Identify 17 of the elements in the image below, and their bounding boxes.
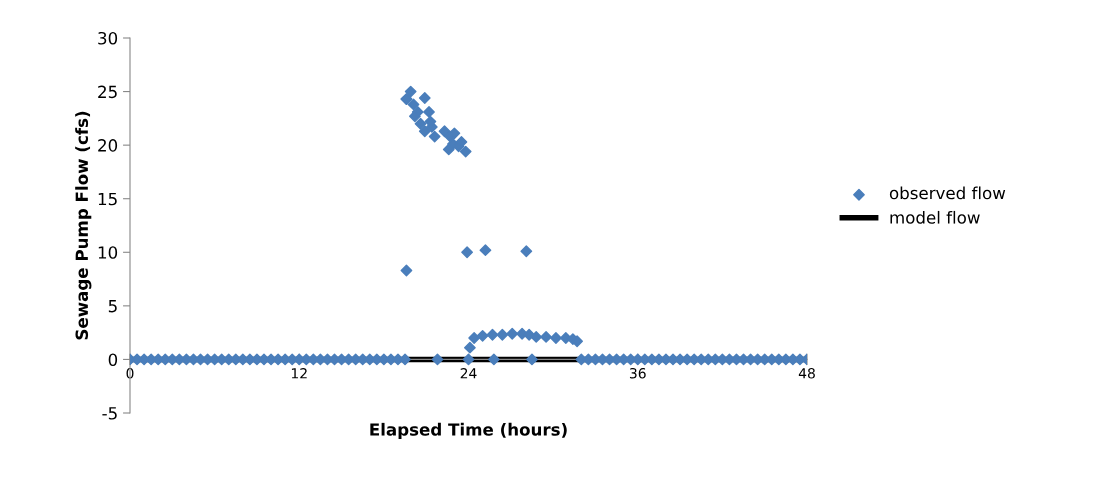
y-tick-label: 5 (108, 300, 117, 313)
x-tick-label: 48 (798, 368, 815, 379)
x-tick-label: 0 (126, 368, 134, 379)
y-tick-label: 20 (98, 139, 118, 152)
y-tick-label: 0 (108, 353, 118, 366)
y-axis-title: Sewage Pump Flow (cfs) (75, 111, 92, 340)
legend-label: model flow (890, 210, 980, 224)
y-tick-label: 15 (98, 192, 117, 206)
x-axis-title: Elapsed Time (hours) (370, 422, 567, 439)
x-tick-label: 36 (629, 368, 646, 379)
y-tick-label: 10 (98, 246, 118, 259)
legend-label: observed flow (889, 186, 1006, 200)
y-tick-label: -5 (102, 407, 117, 420)
x-tick-label: 12 (291, 368, 307, 379)
y-tick-label: 30 (98, 31, 118, 45)
x-tick-label: 24 (460, 368, 477, 379)
y-tick-label: 25 (98, 85, 117, 99)
